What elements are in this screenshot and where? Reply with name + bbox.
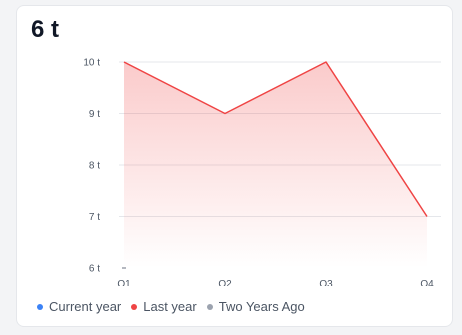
x-tick-label: Q4 (420, 279, 434, 286)
y-tick-label: 10 t (83, 58, 100, 69)
y-axis-ticks: 6 t 7 t 8 t 9 t 10 t (83, 58, 100, 275)
x-tick-label: Q1 (117, 279, 131, 286)
series-area-last-year (124, 62, 427, 268)
y-tick-label: 8 t (89, 161, 100, 172)
area-chart: 6 t 7 t 8 t 9 t 10 t Q1 Q2 Q3 Q4 (83, 58, 441, 286)
chart-legend: Current year Last year Two Years Ago (37, 299, 305, 314)
x-axis-ticks: Q1 Q2 Q3 Q4 (117, 279, 434, 286)
legend-dot-icon (37, 303, 43, 310)
x-tick-label: Q2 (218, 279, 232, 286)
legend-item[interactable]: Last year (131, 299, 197, 314)
y-tick-label: 9 t (89, 109, 100, 120)
legend-label: Two Years Ago (218, 299, 305, 314)
chart-card: 6 t 6 t 7 t 8 t 9 t 10 t Q1 Q2 Q3 Q4 Current ye… (16, 5, 453, 327)
kpi-value: 6 t (31, 16, 60, 43)
x-tick-label: Q3 (319, 279, 333, 286)
legend-dot-icon (206, 303, 213, 310)
legend-item[interactable]: Current year (37, 299, 121, 314)
legend-label: Last year (143, 299, 197, 314)
series-lines (123, 61, 428, 217)
y-tick-label: 7 t (89, 212, 100, 223)
legend-item[interactable]: Two Years Ago (206, 299, 305, 314)
series-areas (124, 62, 427, 268)
series-line-last-year (123, 61, 428, 217)
legend-dot-icon (131, 303, 138, 310)
legend-label: Current year (49, 299, 122, 314)
y-tick-label: 6 t (89, 264, 100, 275)
